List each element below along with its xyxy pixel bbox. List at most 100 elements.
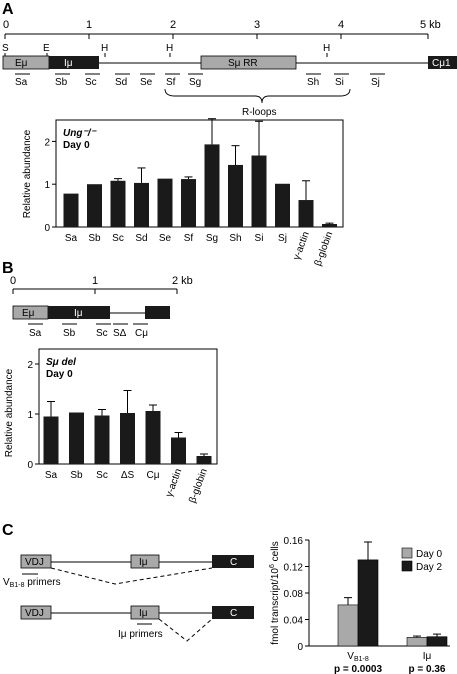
chart-a-ylabel: Relative abundance [22, 129, 33, 218]
y-tick-label: 1 [44, 180, 50, 191]
vdj-label: VDJ [25, 608, 44, 619]
x-tick-label: γ-actin [164, 467, 184, 498]
x-tick-label: VB1-8 [347, 651, 369, 663]
probe-label: Sc [96, 328, 108, 339]
splice-dashed-line [50, 567, 213, 585]
legend-swatch [401, 547, 413, 559]
site-label: H [101, 43, 108, 54]
legend-label: Day 2 [416, 562, 443, 573]
bar [171, 437, 186, 464]
probe-label: Sf [166, 77, 176, 88]
probe-label: Sj [371, 77, 380, 88]
x-tick-label: Sh [229, 233, 241, 244]
bar [275, 183, 290, 227]
probe-label: SΔ [113, 328, 127, 339]
probe-label: Cμ [135, 328, 148, 339]
cmu-label: Cμ1 [432, 58, 451, 69]
panel-b-label: B [2, 260, 14, 277]
x-tick-label: Sa [45, 470, 58, 481]
legend-swatch [401, 560, 413, 572]
x-tick-label: Sc [96, 470, 108, 481]
cmu-block [428, 56, 457, 69]
emu-label: Eμ [22, 308, 35, 319]
bar [69, 412, 84, 464]
x-tick-label: Sg [206, 233, 218, 244]
x-tick-label: ΔS [121, 470, 135, 481]
imu-block [48, 306, 110, 319]
chart-a: Ung⁻/⁻ Day 0 Relative abundance 0 1 2 Sa Sb… [22, 118, 344, 268]
bar [110, 180, 126, 227]
imu-block [130, 554, 160, 569]
c-block [212, 606, 254, 619]
imu-primers-label: Iμ primers [118, 629, 163, 640]
cmu-block [145, 306, 170, 319]
bar [406, 637, 428, 647]
site-label: E [43, 43, 50, 54]
probe-label: Sc [85, 77, 97, 88]
probe-label: Si [335, 77, 344, 88]
chart-b: Sμ del Day 0 Relative abundance 0 1 2 Sa Sb… [4, 348, 218, 505]
bar [87, 184, 102, 227]
bar [298, 200, 314, 227]
panel-a-probes: Sa Sb Sc Sd Se Sf Sg Sh Si Sj [15, 73, 385, 88]
x-tick-label: Iμ [423, 651, 432, 662]
emu-label: Eμ [15, 58, 28, 69]
probe-label: Se [140, 77, 153, 88]
site-label: H [166, 43, 173, 54]
x-tick-label: β-globin [313, 230, 336, 267]
panel-c-diagram: VDJ Iμ C VB1-8 primers VDJ Iμ C Iμ prime… [3, 554, 254, 642]
x-tick-label: γ-actin [291, 230, 311, 261]
probe-label: Sg [189, 77, 201, 88]
bar [204, 144, 220, 227]
panel-b-probes: Sa Sb Sc SΔ Cμ [28, 323, 148, 339]
y-tick-label: 0.08 [284, 589, 304, 600]
probe-label: Sd [115, 77, 127, 88]
scale-tick-label: 3 [254, 19, 260, 31]
chart-c: fmol transcript/106 cells 0 0.04 0.08 0.12 0… [269, 536, 450, 674]
bar [322, 224, 337, 227]
y-tick-label: 0 [297, 642, 303, 653]
panel-a-gene-map: Eμ Iμ Sμ RR Cμ1 [2, 55, 457, 70]
c-block [212, 555, 254, 568]
y-tick-label: 0.04 [284, 616, 304, 627]
probe-label: Sb [63, 328, 76, 339]
y-tick-label: 0 [44, 223, 50, 234]
bar [43, 416, 59, 464]
chart-b-subtitle: Day 0 [46, 369, 73, 380]
scale-tick-label: 1 [92, 275, 98, 287]
x-tick-label: Sd [135, 233, 147, 244]
scale-tick-label: 2 [170, 19, 176, 31]
panel-b-gene-map: Eμ Iμ [12, 305, 170, 320]
x-tick-label: Sb [88, 233, 101, 244]
bar [228, 164, 243, 227]
imu-label: Iμ [139, 608, 148, 619]
chart-b-ylabel: Relative abundance [4, 368, 15, 457]
p-value-label: p = 0.36 [409, 664, 446, 674]
vdj-block [20, 605, 52, 620]
bar [120, 413, 135, 464]
site-label: S [2, 43, 9, 54]
legend-label: Day 0 [416, 549, 443, 560]
probe-label: Sa [15, 77, 28, 88]
x-tick-label: β-globin [187, 467, 210, 504]
y-tick-label: 2 [44, 137, 50, 148]
y-tick-label: 1 [27, 410, 33, 421]
panel-b-scale: 0 1 2 kb [10, 275, 193, 294]
scale-tick-label: 4 [338, 19, 344, 31]
bar [63, 193, 79, 227]
bar [134, 182, 149, 227]
probe-label: Sa [29, 328, 42, 339]
bar [357, 559, 379, 647]
rloops-label: R-loops [242, 107, 276, 118]
bar [181, 179, 196, 227]
imu-block [49, 56, 99, 69]
x-tick-label: Sa [65, 233, 78, 244]
c-label: C [230, 557, 237, 568]
bar [337, 604, 359, 647]
rloops-bracket [164, 88, 351, 104]
probe-label: Sb [55, 77, 68, 88]
bar [196, 456, 212, 464]
chart-c-ylabel: fmol transcript/106 cells [269, 541, 281, 644]
x-tick-label: Sj [278, 233, 287, 244]
